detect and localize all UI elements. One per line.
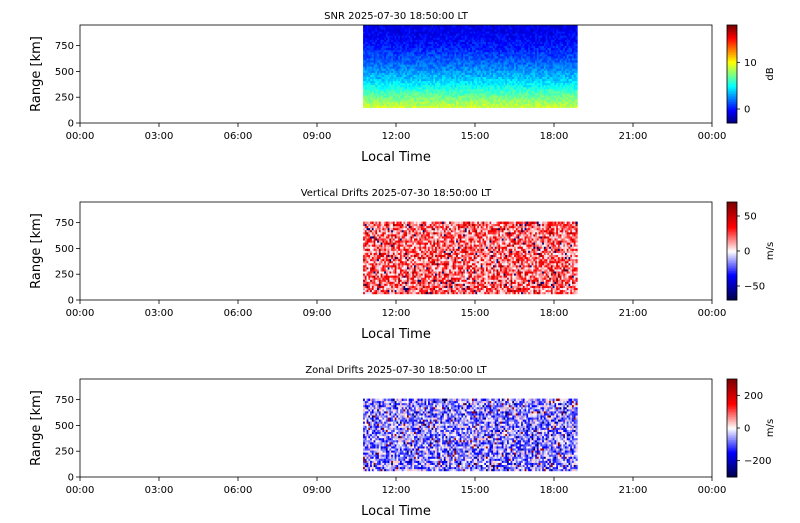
y-tick-label: 750 (55, 41, 74, 52)
x-tick-label: 21:00 (619, 131, 648, 142)
y-tick-label: 500 (55, 67, 74, 78)
chart-title: Vertical Drifts 2025-07-30 18:50:00 LT (301, 188, 492, 199)
chart-panel-1: SNR 2025-07-30 18:50:00 LT 00:00 03:00 06:0… (29, 11, 776, 165)
x-tick-label: 00:00 (66, 131, 95, 142)
colorbar-tick-label: 10 (744, 58, 757, 69)
x-axis-label: Local Time (361, 150, 431, 165)
x-tick-label: 03:00 (145, 131, 174, 142)
heatmap-cells (363, 25, 578, 108)
y-tick-label: 0 (68, 119, 74, 130)
y-axis-label: Range [km] (29, 36, 44, 112)
colorbar-tick-label: 0 (744, 105, 750, 116)
x-tick-label: 15:00 (461, 131, 490, 142)
x-tick-label: 06:00 (224, 131, 253, 142)
x-tick-label: 18:00 (540, 131, 569, 142)
colorbar-label: dB (765, 67, 776, 80)
heatmap-cells (363, 222, 578, 295)
chart-panel-2: Vertical Drifts 2025-07-30 18:50:00 LT00… (29, 188, 776, 342)
colorbar: 0 10 dB (727, 25, 776, 124)
chart-title: SNR 2025-07-30 18:50:00 LT (324, 11, 469, 22)
x-tick-label: 00:00 (698, 131, 727, 142)
x-tick-label: 09:00 (303, 131, 332, 142)
y-tick-label: 250 (55, 93, 74, 104)
x-tick-label: 12:00 (382, 131, 411, 142)
